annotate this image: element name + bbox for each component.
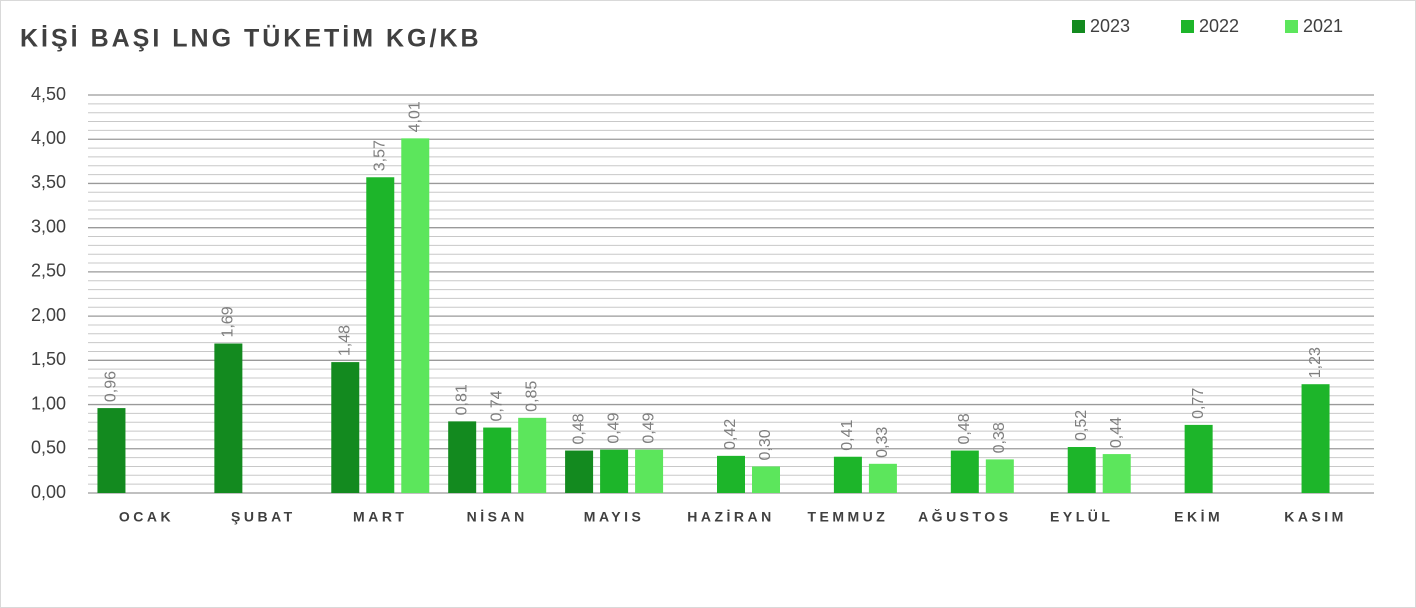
bar — [448, 421, 477, 493]
bar — [366, 177, 395, 493]
bar — [717, 455, 745, 493]
data-label: 0,44 — [1108, 417, 1125, 448]
data-label: 3,57 — [371, 140, 388, 171]
data-label: 1,48 — [336, 325, 353, 356]
bar — [483, 427, 512, 493]
x-tick-label: NİSAN — [467, 509, 528, 525]
legend-swatch — [1072, 20, 1085, 33]
bar — [331, 362, 360, 493]
y-tick-label: 4,00 — [31, 128, 66, 148]
x-tick-label: MART — [353, 509, 407, 525]
data-label: 0,81 — [453, 384, 470, 415]
bar — [518, 417, 547, 493]
data-label: 0,48 — [570, 413, 587, 444]
data-label: 1,23 — [1307, 347, 1324, 378]
y-tick-label: 3,50 — [31, 172, 66, 192]
bar — [1301, 384, 1330, 493]
data-label: 0,33 — [874, 427, 891, 458]
bar — [985, 459, 1014, 493]
x-tick-label: EYLÜL — [1050, 509, 1113, 525]
bar — [868, 463, 897, 493]
x-tick-label: OCAK — [119, 509, 174, 525]
bar — [600, 449, 629, 493]
y-tick-label: 1,00 — [31, 393, 66, 413]
data-label: 1,69 — [220, 306, 237, 337]
y-tick-label: 1,50 — [31, 349, 66, 369]
data-label: 0,85 — [523, 381, 540, 412]
data-label: 0,49 — [605, 412, 622, 443]
x-tick-label: AĞUSTOS — [918, 508, 1011, 525]
legend-label: 2022 — [1199, 16, 1239, 36]
legend-label: 2023 — [1090, 16, 1130, 36]
bar — [833, 456, 862, 493]
data-label: 0,30 — [757, 429, 774, 460]
chart-title: KİŞİ BAŞI LNG TÜKETİM KG/KB — [20, 24, 482, 53]
data-label: 0,49 — [640, 412, 657, 443]
y-tick-label: 2,00 — [31, 305, 66, 325]
data-label: 0,42 — [722, 419, 739, 450]
legend-swatch — [1285, 20, 1298, 33]
data-label: 0,96 — [103, 371, 120, 402]
data-label: 0,52 — [1073, 410, 1090, 441]
x-tick-label: TEMMUZ — [807, 509, 888, 525]
legend-label: 2021 — [1303, 16, 1343, 36]
y-tick-label: 3,00 — [31, 216, 66, 236]
bar — [565, 450, 594, 493]
bar — [635, 449, 664, 493]
data-label: 0,74 — [488, 390, 505, 421]
bar — [97, 408, 126, 493]
y-tick-label: 0,00 — [31, 482, 66, 502]
x-tick-label: ŞUBAT — [231, 509, 296, 525]
data-label: 0,77 — [1190, 388, 1207, 419]
y-tick-label: 2,50 — [31, 261, 66, 281]
bar — [214, 343, 243, 493]
data-label: 4,01 — [406, 101, 423, 132]
bar — [1184, 424, 1213, 493]
x-tick-label: KASIM — [1284, 509, 1347, 525]
y-tick-label: 0,50 — [31, 438, 66, 458]
data-label: 0,38 — [991, 422, 1008, 453]
data-label: 0,41 — [839, 419, 856, 450]
bar — [950, 450, 979, 493]
y-tick-label: 4,50 — [31, 84, 66, 104]
x-tick-label: EKİM — [1174, 509, 1223, 525]
data-label: 0,48 — [956, 413, 973, 444]
legend-swatch — [1181, 20, 1194, 33]
bar — [401, 138, 430, 494]
bar — [752, 466, 780, 493]
x-tick-label: HAZİRAN — [687, 509, 775, 525]
bar — [1067, 447, 1096, 493]
bar — [1102, 454, 1131, 493]
x-tick-label: MAYIS — [584, 509, 645, 525]
